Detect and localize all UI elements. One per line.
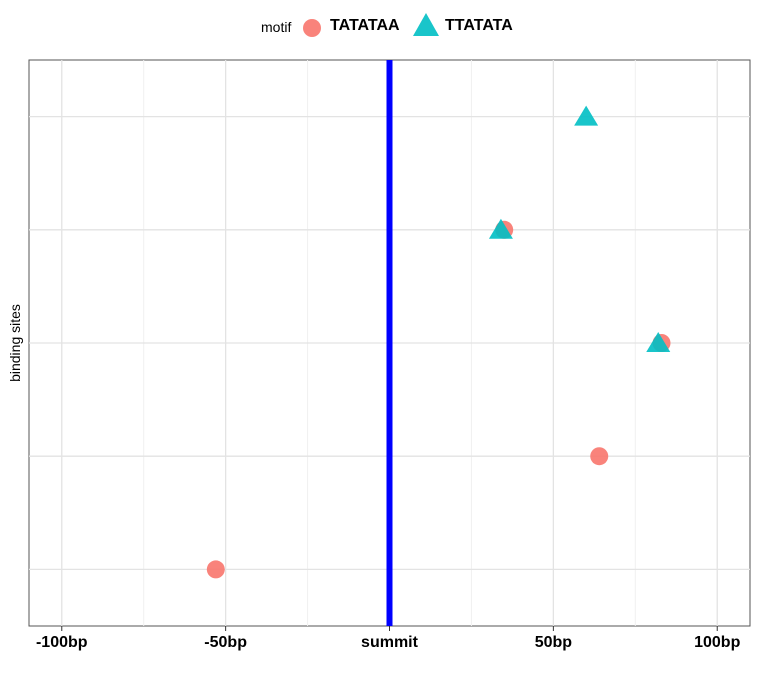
point-ttatata (646, 332, 671, 352)
point-tatataa (206, 560, 225, 579)
legend-circle-icon (303, 19, 321, 37)
legend-triangle-icon (413, 13, 439, 36)
x-tick-label: -50bp (204, 634, 247, 651)
data-points (206, 105, 671, 579)
x-tick-label: summit (361, 634, 419, 651)
x-tick-label: 50bp (535, 634, 573, 651)
point-ttatata (574, 105, 599, 126)
legend-label-tatataa: TATATAA (330, 17, 400, 34)
x-axis-ticks: -100bp -50bp summit 50bp 100bp (36, 626, 741, 651)
legend: motif TATATAA TTATATA (0, 12, 758, 42)
legend-title: motif (261, 19, 292, 35)
point-ttatata (488, 218, 513, 239)
x-tick-label: 100bp (694, 634, 740, 651)
x-tick-label: -100bp (36, 634, 88, 651)
legend-label-ttatata: TTATATA (445, 17, 513, 34)
point-tatataa (590, 447, 609, 466)
